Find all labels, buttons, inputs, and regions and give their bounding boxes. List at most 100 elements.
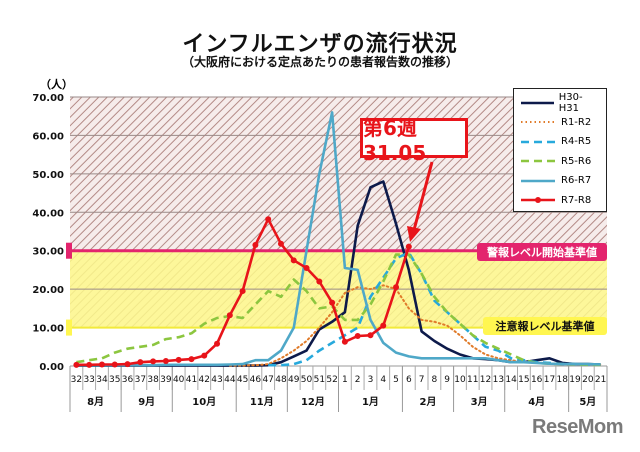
- x-tick-label: 13: [493, 375, 504, 385]
- legend-item: H30-H31: [520, 91, 600, 114]
- month-label: 4月: [528, 396, 545, 408]
- data-point: [137, 359, 144, 366]
- data-point: [175, 356, 182, 363]
- legend-label: R6-R7: [561, 175, 592, 187]
- x-tick-label: 1: [342, 375, 348, 385]
- x-tick-label: 20: [582, 375, 594, 385]
- x-tick-label: 21: [595, 375, 606, 385]
- x-tick-label: 37: [135, 375, 146, 385]
- data-point: [201, 352, 208, 359]
- x-tick-label: 49: [288, 375, 300, 385]
- x-tick-label: 14: [505, 375, 517, 385]
- annotation-arrow: [407, 161, 434, 242]
- x-tick-label: 48: [275, 375, 287, 385]
- axes: 0.00 10.00 20.00 30.00 40.00 50.00 60.00 70.00 3…: [32, 93, 608, 412]
- x-tick-label: 19: [569, 375, 581, 385]
- x-tick-label: 38: [147, 375, 159, 385]
- data-point: [329, 299, 336, 306]
- x-tick-label: 52: [326, 375, 337, 385]
- data-point: [111, 361, 118, 368]
- x-tick-label: 46: [250, 375, 262, 385]
- y-tick-label: 50.00: [32, 170, 64, 181]
- data-point: [252, 241, 259, 248]
- legend-item: R4-R5: [520, 132, 600, 152]
- month-label: 8月: [87, 396, 104, 408]
- y-tick-label: 20.00: [32, 285, 64, 296]
- series-r1-r2: [228, 284, 602, 367]
- y-tick-label: 0.00: [39, 362, 64, 373]
- data-point: [393, 284, 400, 291]
- month-label: 1月: [362, 396, 379, 408]
- data-point: [316, 278, 323, 285]
- month-label: 12月: [301, 396, 325, 408]
- series-r7-r8: [73, 216, 412, 368]
- data-point: [124, 361, 131, 368]
- warning-axis-marker: [66, 319, 72, 336]
- legend-label: R4-R5: [561, 136, 592, 148]
- x-tick-label: 32: [71, 375, 82, 385]
- data-point: [341, 338, 348, 345]
- data-point: [290, 257, 297, 264]
- data-point: [226, 312, 233, 319]
- x-tick-label: 4: [380, 375, 386, 385]
- data-point: [73, 361, 80, 368]
- x-tick-label: 50: [301, 375, 313, 385]
- data-point: [354, 333, 361, 340]
- y-tick-label: 30.00: [32, 247, 64, 258]
- x-tick-label: 3: [368, 375, 374, 385]
- legend: H30-H31 R1-R2 R4-R5 R5-R6 R6-R7 R7-R8: [513, 88, 607, 212]
- data-point: [188, 356, 195, 363]
- y-tick-label: 70.00: [32, 93, 64, 104]
- x-tick-label: 51: [314, 375, 325, 385]
- series-r6-r7: [76, 111, 601, 367]
- y-axis-unit: （人）: [40, 78, 73, 91]
- x-tick-label: 2: [355, 375, 361, 385]
- x-tick-label: 42: [199, 375, 210, 385]
- alert-threshold-label: 警報レベル開始基準値: [477, 243, 607, 261]
- legend-swatch: [521, 140, 555, 144]
- data-point: [162, 358, 169, 365]
- legend-swatch: [521, 197, 555, 204]
- x-tick-label: 45: [237, 375, 248, 385]
- data-point: [367, 332, 374, 339]
- data-point: [86, 361, 93, 368]
- chart-subtitle: （大阪府における定点あたりの患者報告数の推移）: [181, 55, 458, 69]
- month-label: 11月: [250, 396, 274, 408]
- x-tick-label: 39: [160, 375, 172, 385]
- x-tick-label: 33: [83, 375, 94, 385]
- legend-label: H30-H31: [558, 91, 583, 114]
- x-tick-label: 6: [406, 375, 412, 385]
- x-tick-label: 36: [122, 375, 134, 385]
- data-point: [303, 265, 310, 272]
- data-point: [98, 361, 105, 368]
- y-tick-label: 40.00: [32, 208, 64, 219]
- month-label: 2月: [420, 396, 437, 408]
- legend-item: R7-R8: [520, 191, 600, 211]
- x-tick-label: 15: [518, 375, 529, 385]
- y-tick-label: 10.00: [32, 324, 64, 335]
- series-line: [76, 111, 601, 367]
- x-tick-label: 8: [432, 375, 438, 385]
- alert-axis-marker: [66, 242, 72, 259]
- x-tick-label: 7: [419, 375, 425, 385]
- x-tick-label: 44: [224, 375, 236, 385]
- legend-label: R7-R8: [561, 194, 592, 206]
- legend-item: R6-R7: [520, 171, 600, 191]
- x-tick-label: 40: [173, 375, 185, 385]
- legend-label: R1-R2: [561, 116, 592, 128]
- month-label: 10月: [192, 396, 216, 408]
- x-tick-label: 5: [393, 375, 399, 385]
- data-point: [150, 358, 157, 365]
- legend-swatch: [521, 159, 555, 163]
- x-tick-label: 17: [544, 375, 555, 385]
- x-tick-label: 41: [186, 375, 197, 385]
- annotation-callout: 第6週 31.05: [360, 116, 468, 165]
- data-point: [265, 216, 272, 223]
- series-lines: [73, 111, 602, 368]
- x-tick-label: 12: [480, 375, 491, 385]
- month-label: 5月: [579, 396, 596, 408]
- x-tick-label: 43: [211, 375, 222, 385]
- x-tick-label: 10: [454, 375, 466, 385]
- month-label: 9月: [138, 396, 155, 408]
- x-tick-label: 34: [96, 375, 108, 385]
